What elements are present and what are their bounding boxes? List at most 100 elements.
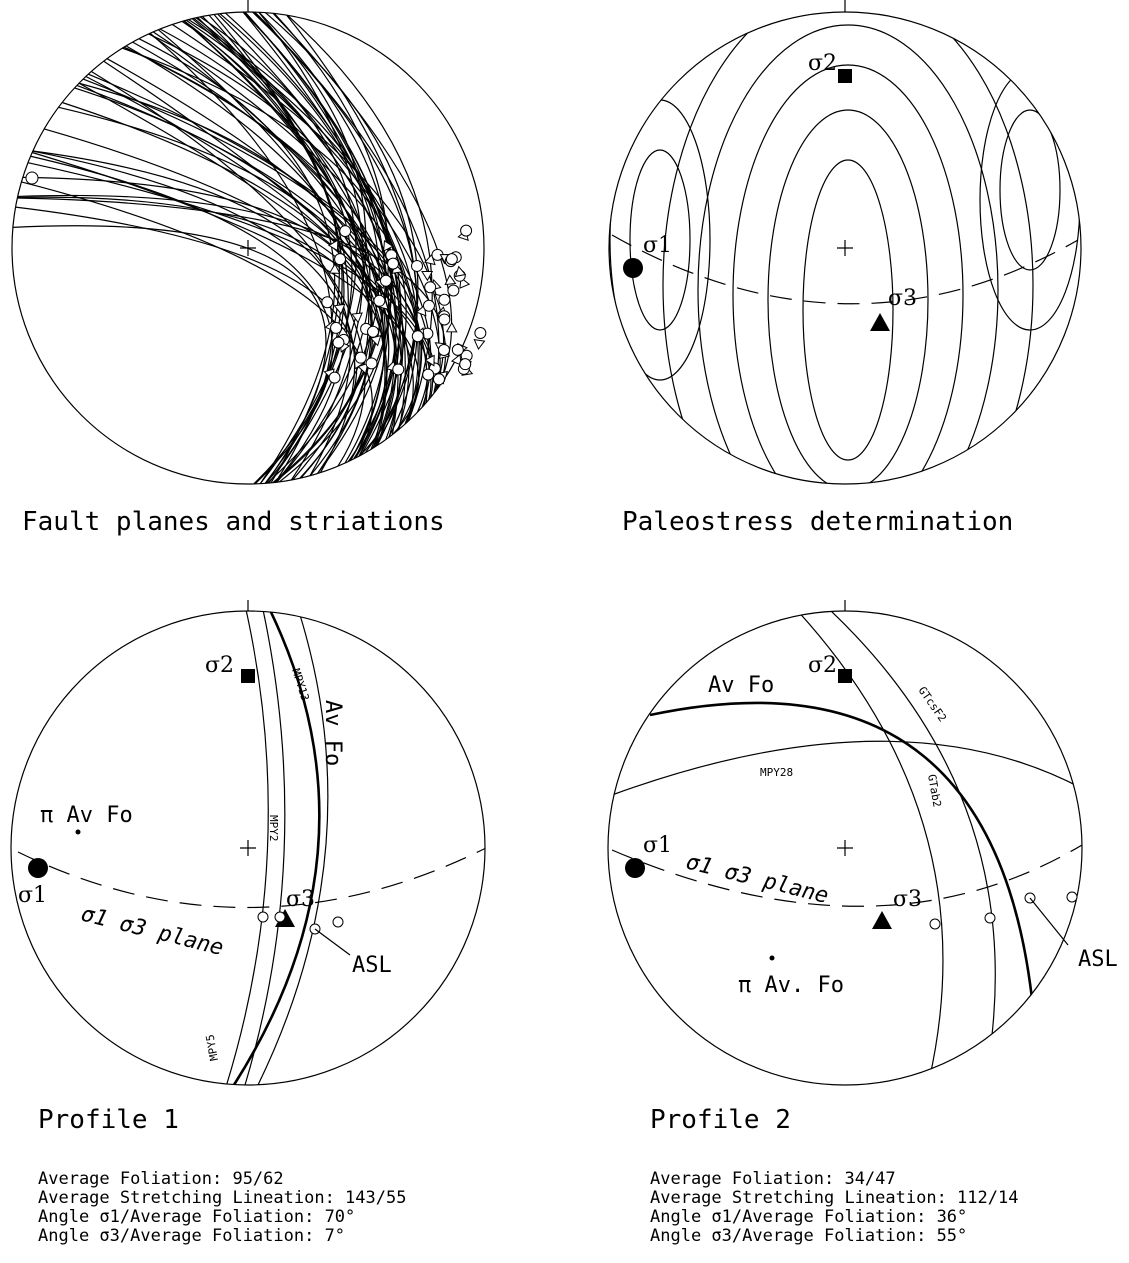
striation-pole [447, 284, 460, 297]
striation [424, 354, 435, 367]
profile2-arcs [611, 611, 1082, 1085]
fault-arc [32, 150, 351, 476]
fault-arc [122, 47, 407, 456]
fault-arc [74, 87, 386, 449]
fault-arc [85, 75, 403, 457]
intersections [929, 891, 1078, 930]
striation [327, 239, 339, 252]
sigma2-marker [838, 69, 852, 83]
label: σ3 [888, 286, 917, 311]
profile1-arcs [17, 611, 485, 1085]
striation-pole [424, 281, 437, 294]
fault-arc [32, 151, 420, 435]
fault-arc [149, 32, 333, 484]
stat-line: Angle σ3/Average Foliation: 55° [650, 1226, 967, 1246]
striation [357, 362, 369, 375]
intersections [257, 911, 344, 935]
fault-arc [199, 16, 357, 484]
fault-arc [12, 225, 327, 484]
fault-arc [286, 14, 418, 450]
fault-arc [195, 17, 406, 430]
caption: Profile 2 [650, 1105, 791, 1135]
label: Av Fo [320, 700, 345, 766]
striation-pole [438, 293, 451, 306]
striation-pole [339, 225, 352, 238]
striation-pole [437, 343, 450, 356]
striations [25, 171, 487, 386]
label: MPY28 [760, 766, 793, 779]
fault-arc [183, 20, 373, 484]
label: ASL [1078, 947, 1118, 972]
striation-pole [321, 296, 334, 309]
label: σ2 [808, 653, 837, 678]
label: σ1 σ3 plane [79, 902, 226, 962]
fault-arc [201, 16, 370, 479]
striation-pole [451, 343, 464, 356]
striation-pole [392, 363, 405, 376]
stat-line: Angle σ3/Average Foliation: 7° [38, 1226, 345, 1246]
stat-line: Angle σ1/Average Foliation: 36° [650, 1207, 967, 1227]
striation-pole [411, 330, 424, 343]
label: Av Fo [708, 673, 774, 698]
striation [351, 312, 363, 324]
sigma3-marker [870, 313, 890, 331]
stat-line: Average Stretching Lineation: 143/55 [38, 1188, 406, 1208]
label: MPY5 [204, 1033, 221, 1061]
label: σ3 [286, 887, 315, 912]
sigma3-marker [872, 911, 892, 929]
striation-pole [411, 259, 424, 272]
fault-arc [148, 33, 371, 483]
striation [450, 353, 462, 366]
sigma1-marker [28, 858, 48, 878]
striation-pole [25, 171, 39, 185]
label: σ1 [18, 883, 47, 908]
label: MPY13 [289, 667, 312, 703]
striation [383, 239, 394, 252]
fault-arc [213, 14, 345, 484]
striation-pole [379, 274, 392, 287]
label: GTab2 [925, 773, 944, 808]
stat-line: Average Foliation: 34/47 [650, 1169, 896, 1189]
sigma1-marker [625, 858, 645, 878]
striation-pole [334, 253, 347, 266]
striation-pole [367, 325, 380, 338]
label: π Av Fo [40, 803, 133, 828]
striation-pole [387, 257, 400, 270]
striation-pole [422, 368, 435, 381]
caption: Paleostress determination [622, 507, 1013, 537]
striation-pole [445, 253, 458, 266]
sigma2-marker [241, 669, 255, 683]
striation-pole [460, 224, 473, 237]
fault-arc [21, 181, 373, 457]
fault-arc [91, 70, 366, 467]
pole [769, 955, 775, 961]
fault-arc [219, 13, 380, 484]
fault-arc [106, 58, 428, 406]
contours [609, 12, 1081, 484]
striation-pole [474, 327, 487, 340]
striation [333, 303, 346, 315]
label: π Av. Fo [738, 973, 844, 998]
striation [445, 321, 458, 333]
striation-pole [422, 299, 435, 312]
striation-pole [330, 321, 343, 334]
stat-line: Average Stretching Lineation: 112/14 [650, 1188, 1018, 1208]
striation [444, 274, 457, 286]
label: σ2 [205, 653, 234, 678]
label: σ1 [643, 833, 672, 858]
fault-arc [78, 82, 432, 400]
striation [328, 263, 341, 274]
striation [473, 338, 486, 351]
fault-arc [30, 155, 333, 484]
label: σ1 σ3 plane [684, 850, 831, 910]
label: σ1 [643, 233, 672, 258]
striation-pole [365, 357, 378, 370]
nets [10, 0, 1083, 1086]
striation-pole [328, 371, 341, 384]
striation-pole [354, 351, 367, 364]
label: ASL [352, 953, 392, 978]
pole [75, 829, 81, 835]
striation-pole [459, 358, 472, 371]
caption: Fault planes and striations [22, 507, 445, 537]
